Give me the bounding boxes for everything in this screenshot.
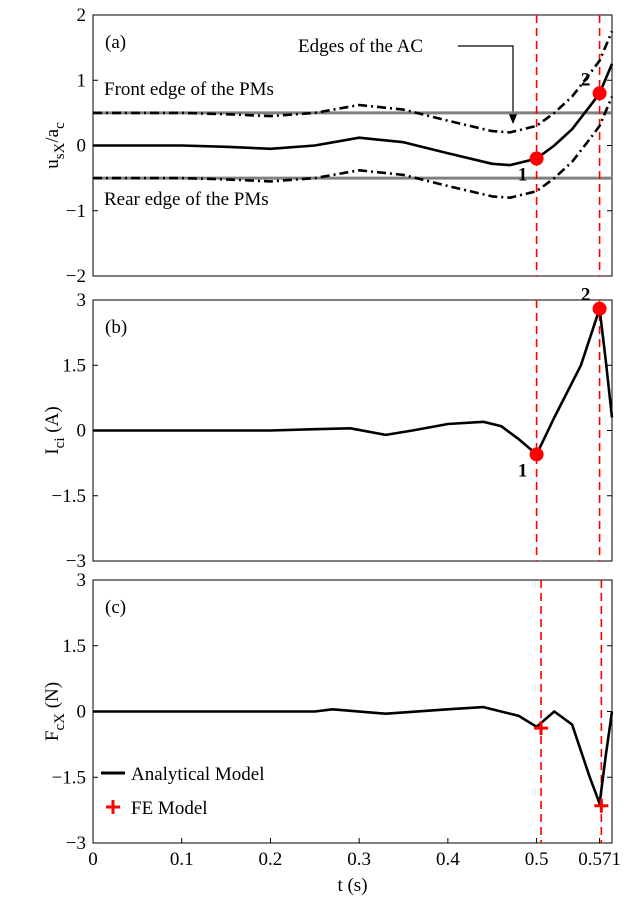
y-tick-label: 3 <box>77 570 87 591</box>
annotation-arrow <box>458 45 514 118</box>
series-line <box>93 705 614 805</box>
annotation: Edges of the AC <box>298 36 423 57</box>
point-marker <box>529 151 544 166</box>
y-tick-label: 1 <box>77 70 87 91</box>
series-line <box>93 63 614 167</box>
point-marker <box>529 447 544 462</box>
y-tick-label: 2 <box>77 5 87 26</box>
panel-label: (a) <box>105 32 126 53</box>
panel-label: (c) <box>105 597 126 618</box>
point-marker <box>594 798 609 813</box>
y-tick-label: 0 <box>77 136 87 157</box>
y-axis-label: Ici (A) <box>42 406 68 454</box>
x-tick-label: 0.5 <box>525 849 549 870</box>
series-line <box>93 307 614 456</box>
y-axis-label: FcX (N) <box>42 682 68 741</box>
x-tick-label: 0.4 <box>436 849 460 870</box>
y-label-part: sX <box>52 142 68 159</box>
y-tick-label: −2 <box>66 266 86 287</box>
y-label-part: (N) <box>42 682 63 713</box>
x-tick-label: 0.1 <box>170 849 194 870</box>
point-marker <box>592 301 607 316</box>
series-line <box>93 96 614 199</box>
y-label-part: u <box>42 159 63 169</box>
panel-label: (b) <box>105 317 127 338</box>
point-label: 2 <box>581 285 591 306</box>
point-label: 2 <box>581 69 591 90</box>
y-tick-label: −3 <box>66 833 86 854</box>
y-tick-label: 3 <box>77 290 87 311</box>
y-label-part: /a <box>42 128 63 142</box>
annotation: Front edge of the PMs <box>104 79 274 100</box>
y-label-part: (A) <box>42 406 63 437</box>
point-label: 1 <box>518 165 528 186</box>
x-tick-label: 0 <box>88 849 98 870</box>
y-label-part: F <box>42 731 63 742</box>
y-tick-label: 1.5 <box>62 636 86 657</box>
series-line <box>93 30 614 134</box>
annotation: Rear edge of the PMs <box>104 189 269 210</box>
y-label-part: c <box>52 122 68 129</box>
y-tick-label: −1 <box>66 201 86 222</box>
arrow-head <box>508 112 518 124</box>
y-label-part: I <box>42 448 63 454</box>
point-marker <box>592 86 607 101</box>
y-tick-label: 1.5 <box>62 355 86 376</box>
y-tick-label: −3 <box>66 551 86 572</box>
point-marker <box>534 721 549 736</box>
y-tick-label: 0 <box>77 421 87 442</box>
x-tick-label: 0.3 <box>347 849 371 870</box>
legend-swatch <box>106 800 120 814</box>
y-tick-label: −1.5 <box>52 486 86 507</box>
y-tick-label: −1.5 <box>52 767 86 788</box>
legend-label: FE Model <box>131 798 208 819</box>
x-tick-label: 0.571 <box>578 849 621 870</box>
y-label-part: cX <box>52 713 68 731</box>
legend-label: Analytical Model <box>131 764 265 785</box>
x-tick-label: 0.2 <box>259 849 283 870</box>
x-axis-label: t (s) <box>337 875 367 896</box>
point-label: 1 <box>518 460 528 481</box>
y-label-part: ci <box>52 437 68 448</box>
y-axis-label: usX/ac <box>42 122 68 169</box>
y-tick-label: 0 <box>77 702 87 723</box>
